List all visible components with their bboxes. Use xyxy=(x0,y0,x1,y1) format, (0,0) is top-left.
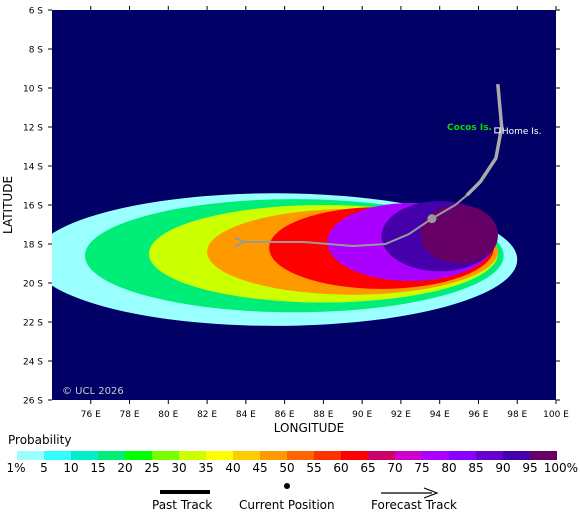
lon-tick-label: 84 E xyxy=(236,410,256,420)
latitude-tick-labels: 6 S 8 S 10 S 12 S 14 S 16 S 18 S 20 S 22 S 24 S 26… xyxy=(23,7,43,407)
lon-tick-label: 80 E xyxy=(158,410,178,420)
axis-ticks xyxy=(48,6,560,404)
scale-swatch xyxy=(368,451,395,460)
scale-swatch xyxy=(233,451,260,460)
scale-swatch xyxy=(179,451,206,460)
scale-swatch xyxy=(260,451,287,460)
lon-tick-label: 90 E xyxy=(352,410,372,420)
lat-tick-label: 24 S xyxy=(23,358,43,368)
scale-label: 10 xyxy=(63,461,78,475)
scale-label: 70 xyxy=(387,461,402,475)
scale-swatch xyxy=(71,451,98,460)
scale-swatch xyxy=(98,451,125,460)
lat-tick-label: 6 S xyxy=(29,7,44,17)
probability-contour xyxy=(420,205,498,264)
lon-tick-label: 78 E xyxy=(120,410,140,420)
lat-tick-label: 14 S xyxy=(23,163,43,173)
scale-swatch xyxy=(314,451,341,460)
current-position-marker xyxy=(427,214,437,224)
scale-label: 90 xyxy=(495,461,510,475)
lat-tick-label: 22 S xyxy=(23,319,43,329)
current-position-key-dot xyxy=(284,483,290,489)
scale-swatch xyxy=(476,451,503,460)
scale-label: 20 xyxy=(117,461,132,475)
past-track-label: Past Track xyxy=(152,498,213,512)
scale-swatch xyxy=(422,451,449,460)
scale-label: 85 xyxy=(468,461,483,475)
scale-label: 25 xyxy=(144,461,159,475)
legend-title: Probability xyxy=(8,433,72,447)
scale-label: 80 xyxy=(441,461,456,475)
probability-field xyxy=(52,193,518,326)
scale-label: 95 xyxy=(522,461,537,475)
scale-swatch xyxy=(17,451,44,460)
lon-tick-label: 76 E xyxy=(81,410,101,420)
longitude-tick-labels: 76 E 78 E 80 E 82 E 84 E 86 E 88 E 90 E 92 E 94 E… xyxy=(81,410,569,420)
scale-swatch xyxy=(152,451,179,460)
lat-tick-label: 10 S xyxy=(23,85,43,95)
scale-label: 55 xyxy=(306,461,321,475)
scale-swatch xyxy=(125,451,152,460)
home-island-label: Home Is. xyxy=(502,127,542,137)
scale-label: 65 xyxy=(360,461,375,475)
scale-swatch xyxy=(530,451,557,460)
lon-tick-label: 100 E xyxy=(543,410,569,420)
cocos-islands-label: Cocos Is. xyxy=(447,123,492,133)
forecast-track-key-arrow xyxy=(423,487,439,499)
lat-tick-label: 18 S xyxy=(23,241,43,251)
probability-colour-scale: 1% 5 10 15 20 25 30 35 40 45 50 55 60 65 70 75 80 85 90 95 1… xyxy=(6,451,578,475)
lon-tick-label: 92 E xyxy=(391,410,411,420)
scale-swatch xyxy=(503,451,530,460)
lat-tick-label: 26 S xyxy=(23,397,43,407)
scale-label: 45 xyxy=(252,461,267,475)
home-island-marker xyxy=(494,127,501,134)
lon-tick-label: 96 E xyxy=(468,410,488,420)
forecast-track-line xyxy=(242,194,468,248)
current-position-label: Current Position xyxy=(239,498,335,512)
forecast-track-label: Forecast Track xyxy=(371,498,457,512)
lat-tick-label: 8 S xyxy=(29,46,44,56)
lon-tick-label: 86 E xyxy=(275,410,295,420)
place-labels: Cocos Is. Home Is. xyxy=(447,123,541,137)
lon-tick-label: 98 E xyxy=(507,410,527,420)
scale-swatch xyxy=(287,451,314,460)
scale-label: 50 xyxy=(279,461,294,475)
scale-label: 40 xyxy=(225,461,240,475)
scale-swatch xyxy=(44,451,71,460)
lat-tick-label: 20 S xyxy=(23,280,43,290)
past-track-line xyxy=(465,83,504,197)
lat-tick-label: 16 S xyxy=(23,202,43,212)
scale-label: 5 xyxy=(40,461,48,475)
lon-tick-label: 82 E xyxy=(197,410,217,420)
lon-tick-label: 94 E xyxy=(430,410,450,420)
lon-tick-label: 88 E xyxy=(313,410,333,420)
scale-label: 15 xyxy=(90,461,105,475)
scale-swatch xyxy=(206,451,233,460)
probability-map: 6 S 8 S 10 S 12 S 14 S 16 S 18 S 20 S 22 S 24 S 26… xyxy=(1,6,569,435)
scale-swatch xyxy=(341,451,368,460)
scale-label: 100% xyxy=(544,461,578,475)
y-axis-label: LATITUDE xyxy=(1,176,15,234)
scale-label: 75 xyxy=(414,461,429,475)
lat-tick-label: 12 S xyxy=(23,124,43,134)
x-axis-label: LONGITUDE xyxy=(274,421,344,435)
scale-label: 35 xyxy=(198,461,213,475)
scale-swatch xyxy=(449,451,476,460)
scale-label: 60 xyxy=(333,461,348,475)
scale-label: 30 xyxy=(171,461,186,475)
scale-label: 1% xyxy=(6,461,25,475)
copyright-text: © UCL 2026 xyxy=(62,386,124,397)
scale-swatch xyxy=(395,451,422,460)
